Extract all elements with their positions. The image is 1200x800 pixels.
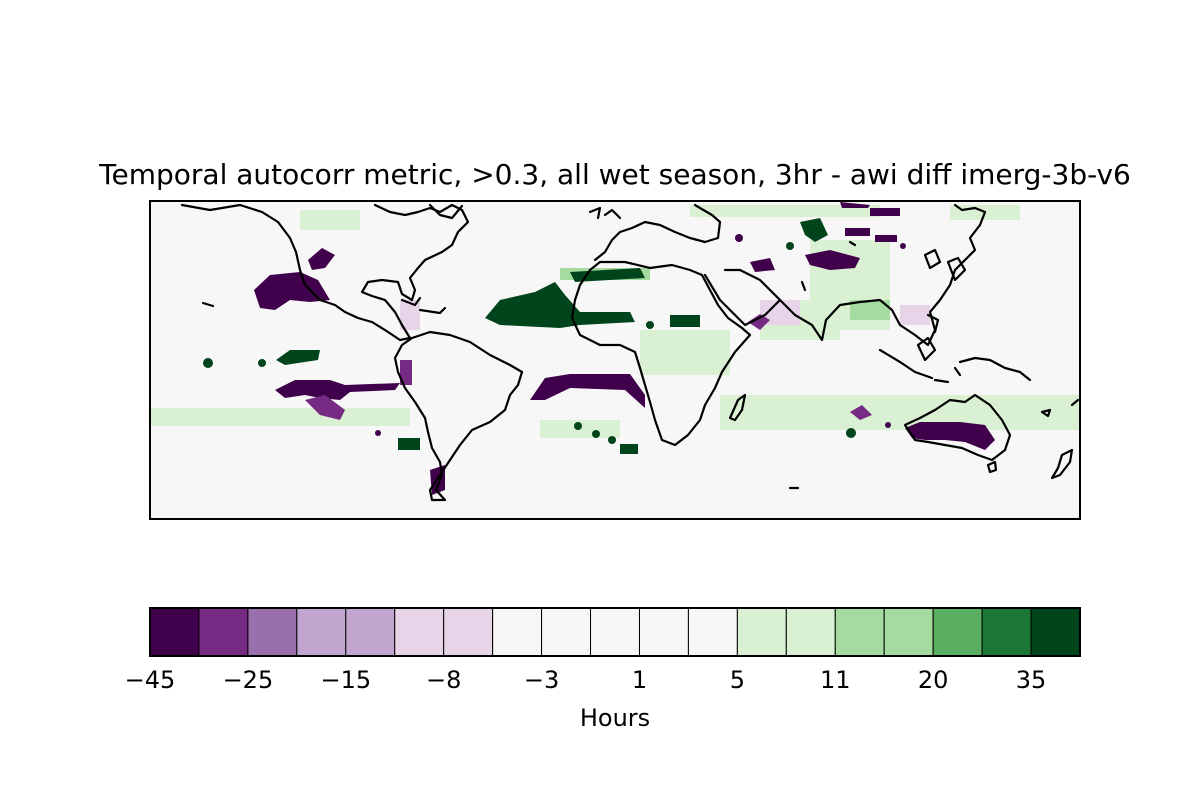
colorbar-segment: [198, 607, 249, 657]
colorbar-segment: [149, 607, 200, 657]
colorbar-tick-label: 35: [1016, 666, 1047, 694]
colorbar-segment: [981, 607, 1032, 657]
colorbar-segment: [296, 607, 347, 657]
colorbar-ticks: −45 −25 −15 −8 −3 1 5 11 20 35: [125, 666, 1047, 694]
anomaly-dark-purple: [254, 202, 995, 495]
colorbar-segment: [492, 607, 543, 657]
colorbar-segment: [834, 607, 885, 657]
colorbar-segment: [541, 607, 592, 657]
colorbar: [149, 607, 1081, 657]
anomaly-medium-purple: [305, 314, 872, 420]
colorbar-tick-label: 5: [730, 666, 745, 694]
colorbar-frame: [149, 607, 1081, 657]
colorbar-tick-label: −45: [125, 666, 176, 694]
anomaly-dark-green: [203, 218, 856, 454]
colorbar-tick-label: −3: [524, 666, 559, 694]
colorbar-segment: [443, 607, 494, 657]
colorbar-segment: [883, 607, 934, 657]
colorbar-segment: [394, 607, 445, 657]
colorbar-segment: [736, 607, 787, 657]
colorbar-tick-label: −25: [223, 666, 274, 694]
colorbar-segment: [247, 607, 298, 657]
colorbar-segment: [638, 607, 689, 657]
colorbar-tick-label: −15: [320, 666, 371, 694]
colorbar-segment: [345, 607, 396, 657]
colorbar-tick-label: 11: [820, 666, 851, 694]
colorbar-segment: [785, 607, 836, 657]
figure-title: Temporal autocorr metric, >0.3, all wet …: [98, 158, 1131, 191]
map-panel: [149, 200, 1081, 520]
colorbar-tick-label: 1: [632, 666, 647, 694]
colorbar-tick-label: −8: [426, 666, 461, 694]
colorbar-segment: [590, 607, 640, 657]
colorbar-segment: [687, 607, 738, 657]
colorbar-segment: [1030, 607, 1081, 657]
colorbar-label: Hours: [580, 704, 650, 732]
colorbar-segment: [932, 607, 983, 657]
coastlines: [180, 203, 1080, 502]
colorbar-tick-label: 20: [918, 666, 949, 694]
map-frame: [149, 200, 1081, 520]
